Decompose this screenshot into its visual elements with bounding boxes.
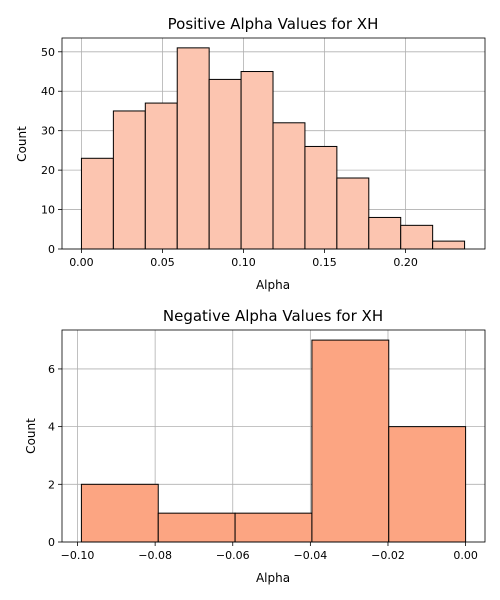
histogram-bar (240, 71, 274, 250)
histogram-bar (112, 110, 146, 250)
x-tick-label: −0.02 (371, 549, 405, 562)
histogram-bar (80, 483, 159, 543)
x-tick-label: −0.06 (216, 549, 250, 562)
x-tick-label: 0.00 (69, 256, 94, 269)
y-axis-label: Count (24, 418, 38, 454)
y-tick-label: 10 (41, 204, 55, 217)
y-tick-label: 0 (48, 536, 55, 549)
histogram-bar (388, 426, 467, 543)
histogram-bar (311, 339, 390, 543)
y-tick-label: 40 (41, 85, 55, 98)
x-axis-label: Alpha (256, 278, 290, 292)
chart-title: Negative Alpha Values for XH (163, 307, 383, 325)
x-tick-label: 0.20 (393, 256, 418, 269)
histogram-bar (80, 157, 114, 250)
histogram-bar (400, 224, 434, 250)
histogram-bar (304, 145, 338, 250)
positive-alpha-chart: Positive Alpha Values for XH 0.00 0.05 0.1… (15, 15, 486, 292)
histogram-bar (368, 216, 402, 250)
histogram-bar (176, 47, 210, 250)
histogram-bar (272, 122, 306, 250)
bars (80, 47, 466, 250)
histogram-bar (144, 102, 178, 250)
x-tick-label: 0.10 (231, 256, 256, 269)
x-tick-label: −0.10 (61, 549, 95, 562)
histogram-bar (234, 512, 313, 543)
y-tick-label: 30 (41, 125, 55, 138)
bars (80, 339, 467, 543)
histogram-bar (208, 78, 242, 250)
x-axis-label: Alpha (256, 571, 290, 585)
y-tick-label: 2 (48, 478, 55, 491)
y-tick-label: 6 (48, 363, 55, 376)
histogram-bar (157, 512, 236, 543)
y-axis-label: Count (15, 126, 29, 162)
x-ticks: −0.10 −0.08 −0.06 −0.04 −0.02 0.00 (61, 542, 478, 562)
chart-title: Positive Alpha Values for XH (168, 15, 379, 33)
x-ticks: 0.00 0.05 0.10 0.15 0.20 (69, 249, 418, 269)
y-tick-label: 20 (41, 164, 55, 177)
histogram-bar (336, 177, 370, 250)
y-ticks: 0 2 4 6 (48, 363, 62, 549)
y-tick-label: 50 (41, 46, 55, 59)
negative-alpha-chart: Negative Alpha Values for XH −0.10 −0.08−… (24, 307, 486, 585)
plot-frame (61, 37, 486, 250)
x-tick-label: 0.05 (150, 256, 175, 269)
x-tick-label: −0.04 (294, 549, 328, 562)
y-tick-label: 0 (48, 243, 55, 256)
histogram-bar (432, 240, 466, 250)
y-ticks: 0 10 20 30 40 50 (41, 46, 62, 256)
x-tick-label: 0.00 (453, 549, 478, 562)
plot-frame (61, 329, 486, 543)
y-tick-label: 4 (48, 421, 55, 434)
x-tick-label: −0.08 (138, 549, 172, 562)
x-tick-label: 0.15 (312, 256, 337, 269)
